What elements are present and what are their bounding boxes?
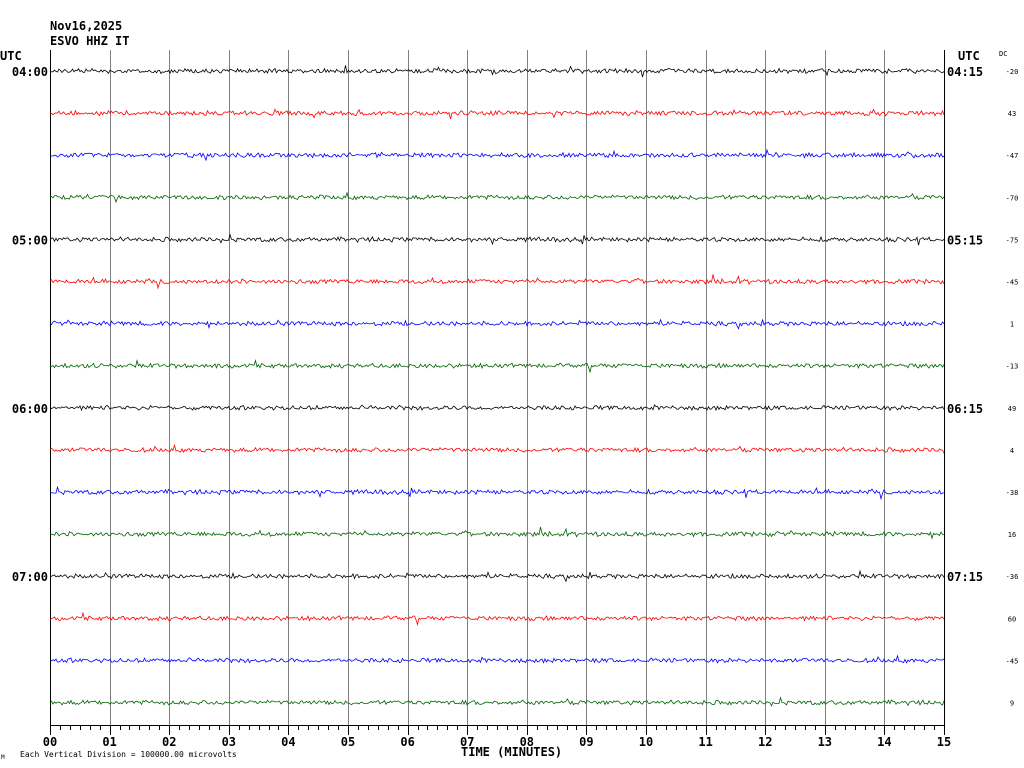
x-tick-label: 15 bbox=[937, 735, 951, 749]
dc-offset-label: 60 bbox=[1008, 615, 1016, 623]
trace-line-row-11 bbox=[49, 526, 945, 540]
dc-offset-label: 16 bbox=[1008, 531, 1016, 539]
dc-offset-label: -20 bbox=[1006, 68, 1019, 76]
chart-date-title: Nov16,2025 bbox=[50, 19, 123, 33]
x-tick-label: 06 bbox=[400, 735, 414, 749]
trace-line-row-5 bbox=[49, 274, 945, 290]
dc-offset-label: -13 bbox=[1006, 363, 1019, 371]
right-hour-label: 07:15 bbox=[947, 570, 983, 584]
trace-line-row-14 bbox=[49, 654, 945, 664]
dc-offset-label: -36 bbox=[1006, 573, 1019, 581]
x-tick-label: 12 bbox=[758, 735, 772, 749]
trace-line-row-13 bbox=[49, 611, 945, 626]
x-tick-label: 08 bbox=[520, 735, 534, 749]
x-axis-label: TIME (MINUTES) bbox=[461, 745, 563, 759]
x-tick-label: 03 bbox=[222, 735, 236, 749]
chart-grid bbox=[50, 50, 945, 725]
dc-offset-label: 9 bbox=[1010, 700, 1014, 708]
trace-lines bbox=[49, 65, 945, 707]
vertical-division-note: Each Vertical Division = 100000.00 micro… bbox=[20, 750, 237, 759]
dc-offset-label: -70 bbox=[1006, 194, 1019, 202]
dc-column-label: DC bbox=[999, 50, 1008, 58]
dc-offset-label: -45 bbox=[1006, 279, 1019, 287]
dc-offset-label: 1 bbox=[1010, 321, 1014, 329]
x-tick-label: 05 bbox=[341, 735, 355, 749]
x-tick-label: 00 bbox=[43, 735, 57, 749]
trace-line-row-10 bbox=[49, 485, 944, 501]
chart-labels: 04:00 05:00 06:00 07:00 04:15 05:15 06:15 07:15… bbox=[12, 65, 1018, 708]
dc-offset-label: 49 bbox=[1008, 405, 1016, 413]
right-hour-label: 06:15 bbox=[947, 402, 983, 416]
trace-line-row-4 bbox=[49, 233, 945, 246]
trace-line-row-6 bbox=[49, 318, 945, 330]
trace-line-row-0 bbox=[49, 65, 945, 78]
x-tick-label: 13 bbox=[818, 735, 832, 749]
left-hour-label: 07:00 bbox=[12, 570, 48, 584]
x-tick-label: 04 bbox=[281, 735, 295, 749]
trace-line-row-3 bbox=[49, 191, 945, 204]
trace-line-row-1 bbox=[49, 108, 945, 119]
dc-offset-label: -47 bbox=[1006, 152, 1019, 160]
trace-line-row-12 bbox=[49, 569, 945, 583]
x-tick-label: 11 bbox=[698, 735, 712, 749]
dc-offset-label: -75 bbox=[1006, 236, 1019, 244]
dc-offset-label: 43 bbox=[1008, 110, 1016, 118]
dc-offset-label: -45 bbox=[1006, 657, 1019, 665]
trace-line-row-9 bbox=[49, 443, 945, 454]
utc-right-label: UTC bbox=[958, 49, 980, 63]
x-tick-label: 10 bbox=[639, 735, 653, 749]
trace-line-row-7 bbox=[49, 358, 945, 374]
trace-line-row-8 bbox=[49, 403, 945, 412]
right-hour-label: 04:15 bbox=[947, 65, 983, 79]
chart-station-title: ESVO HHZ IT bbox=[50, 34, 130, 48]
x-tick-label: 09 bbox=[579, 735, 593, 749]
utc-left-label: UTC bbox=[0, 49, 22, 63]
x-tick-label: 14 bbox=[877, 735, 891, 749]
corner-mark: M bbox=[1, 754, 5, 761]
x-axis: 00 01 02 03 04 05 06 07 08 09 10 11 12 13 14 15 bbox=[43, 725, 951, 749]
left-hour-label: 06:00 bbox=[12, 402, 48, 416]
x-tick-label: 01 bbox=[102, 735, 116, 749]
right-hour-label: 05:15 bbox=[947, 233, 983, 247]
trace-line-row-2 bbox=[49, 148, 945, 162]
dc-offset-label: 4 bbox=[1010, 447, 1014, 455]
x-tick-label: 07 bbox=[460, 735, 474, 749]
left-hour-label: 04:00 bbox=[12, 65, 48, 79]
left-hour-label: 05:00 bbox=[12, 233, 48, 247]
x-tick-label: 02 bbox=[162, 735, 176, 749]
trace-line-row-15 bbox=[49, 696, 945, 707]
dc-offset-label: -38 bbox=[1006, 489, 1019, 497]
